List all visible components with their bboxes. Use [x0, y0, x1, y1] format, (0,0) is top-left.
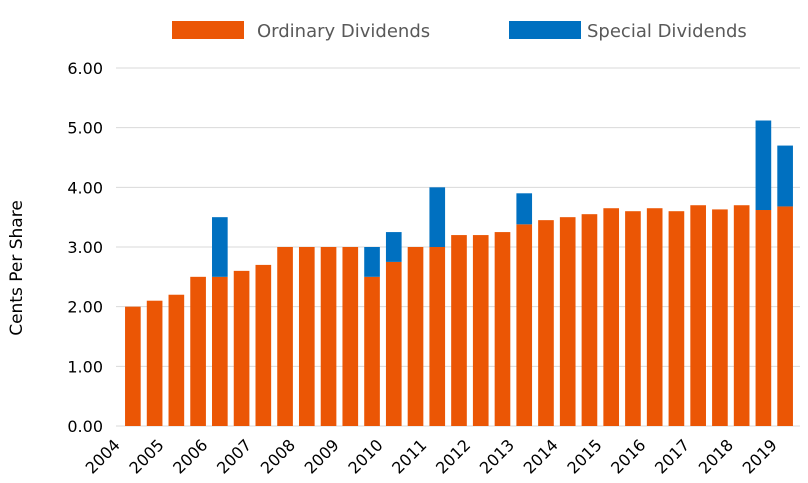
bar-ordinary-dividend	[233, 270, 250, 426]
x-tick-label: 2011	[388, 435, 430, 477]
x-tick-label: 2014	[520, 435, 562, 477]
x-tick-label: 2009	[301, 435, 343, 477]
bar-ordinary-dividend	[429, 247, 446, 426]
bar-ordinary-dividend	[125, 306, 141, 426]
legend-label-special: Special Dividends	[587, 21, 747, 42]
x-tick-label: 2006	[169, 435, 211, 477]
bar-ordinary-dividend	[777, 206, 793, 426]
x-tick-label: 2018	[695, 435, 737, 477]
x-tick-label: 2012	[432, 435, 474, 477]
bar-ordinary-dividend	[712, 209, 728, 426]
bar-ordinary-dividend	[342, 247, 359, 426]
x-tick-label: 2016	[607, 435, 649, 477]
bar-ordinary-dividend	[472, 235, 489, 426]
bar-ordinary-dividend	[168, 294, 185, 426]
bar-ordinary-dividend	[255, 264, 272, 426]
bar-special-dividend	[385, 232, 402, 262]
y-tick-label: 4.00	[67, 178, 103, 197]
legend-label-ordinary: Ordinary Dividends	[257, 21, 430, 42]
bar-ordinary-dividend	[385, 261, 402, 426]
bar-ordinary-dividend	[298, 247, 315, 426]
bar-special-dividend	[516, 193, 533, 225]
bar-ordinary-dividend	[364, 276, 380, 426]
bar-ordinary-dividend	[212, 276, 228, 426]
bar-ordinary-dividend	[690, 205, 706, 426]
legend-swatch-special	[509, 21, 581, 39]
bar-ordinary-dividend	[538, 220, 554, 426]
y-tick-label: 3.00	[67, 238, 103, 257]
bars	[125, 120, 793, 426]
x-tick-label: 2007	[213, 435, 255, 477]
bar-ordinary-dividend	[516, 224, 533, 426]
bar-ordinary-dividend	[277, 247, 293, 426]
bar-special-dividend	[364, 247, 380, 277]
y-tick-label: 6.00	[67, 59, 103, 78]
x-tick-label: 2008	[257, 435, 299, 477]
bar-ordinary-dividend	[755, 210, 772, 426]
bar-ordinary-dividend	[190, 276, 206, 426]
bar-ordinary-dividend	[646, 208, 663, 426]
bar-ordinary-dividend	[559, 217, 576, 426]
bar-ordinary-dividend	[494, 232, 511, 426]
x-tick-label: 2005	[125, 435, 167, 477]
bar-ordinary-dividend	[668, 211, 685, 426]
bar-ordinary-dividend	[625, 211, 641, 426]
y-tick-label: 1.00	[67, 357, 103, 376]
bar-ordinary-dividend	[603, 208, 620, 426]
bar-ordinary-dividend	[407, 247, 424, 426]
y-tick-label: 2.00	[67, 298, 103, 317]
bar-special-dividend	[777, 145, 793, 207]
legend: Ordinary Dividends Special Dividends	[172, 21, 747, 42]
x-tick-label: 2013	[476, 435, 518, 477]
y-axis-ticks: 0.00 1.00 2.00 3.00 4.00 5.00 6.00	[67, 59, 103, 436]
bar-ordinary-dividend	[733, 205, 750, 426]
bar-ordinary-dividend	[581, 214, 598, 426]
bar-special-dividend	[755, 120, 772, 211]
x-tick-label: 2004	[82, 435, 124, 477]
y-tick-label: 0.00	[67, 417, 103, 436]
x-tick-label: 2010	[344, 435, 386, 477]
bar-special-dividend	[212, 217, 228, 277]
x-tick-label: 2017	[651, 435, 693, 477]
bar-special-dividend	[429, 187, 446, 247]
bar-ordinary-dividend	[146, 300, 163, 426]
y-axis-label: Cents Per Share	[7, 200, 27, 336]
y-tick-label: 5.00	[67, 119, 103, 138]
bar-ordinary-dividend	[451, 235, 467, 426]
legend-swatch-ordinary	[172, 21, 244, 39]
x-tick-label: 2015	[563, 435, 605, 477]
x-axis-ticks: 2004 2005 2006 2007 2008 2009 2010 2011 2012 2013…	[82, 435, 781, 477]
bar-ordinary-dividend	[320, 247, 337, 426]
x-tick-label: 2019	[739, 435, 781, 477]
